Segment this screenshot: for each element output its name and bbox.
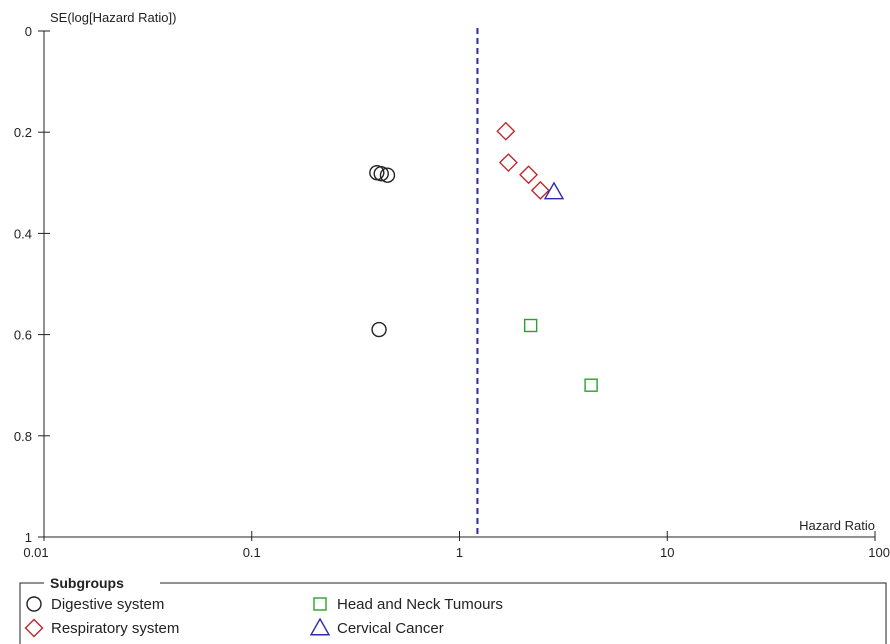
legend-title: Subgroups [50,575,124,591]
data-point-circle [373,165,389,182]
x-tick-label: 0.01 [23,545,48,560]
legend-label: Respiratory system [51,620,179,637]
x-tick-label: 0.1 [243,545,261,560]
y-tick-label: 0 [25,24,32,39]
data-point-square [584,378,598,392]
y-tick-label: 1 [25,530,32,545]
y-axis-label: SE(log[Hazard Ratio]) [50,10,176,25]
y-tick-label: 0.2 [14,125,32,140]
x-tick-label: 10 [660,545,674,560]
x-tick-label: 1 [456,545,463,560]
legend-frame [19,582,887,644]
x-axis-label: Hazard Ratio [799,518,875,533]
y-tick-label: 0.4 [14,226,32,241]
axes: 0 0.2 0.4 0.6 0.8 1 0.01 0.1 1 10 100 SE(log[Haza… [14,10,890,560]
data-point-diamond [496,121,516,141]
legend-label: Cervical Cancer [337,620,444,637]
legend-label: Head and Neck Tumours [337,596,503,613]
data-point-square [523,318,538,333]
y-tick-label: 0.8 [14,429,32,444]
data-point-triangle [543,181,565,200]
x-ticks: 0.01 0.1 1 10 100 [23,531,890,560]
legend-items: Digestive system Respiratory system Head a… [24,596,503,638]
y-tick-label: 0.6 [14,328,32,343]
y-ticks: 0 0.2 0.4 0.6 0.8 1 [14,24,50,545]
legend-marker-circle [26,596,42,612]
data-point-circle [379,167,396,183]
legend-marker-triangle [309,617,331,636]
x-tick-label: 100 [868,545,890,560]
legend-marker-square [313,597,327,611]
legend-marker-diamond [24,618,44,638]
data-points [369,121,598,392]
data-point-diamond [498,153,518,173]
legend-label: Digestive system [51,596,164,613]
data-point-diamond [530,180,550,200]
data-point-circle [371,321,387,338]
data-point-diamond [519,165,539,185]
legend: Subgroups Digestive system Respiratory sy… [19,575,887,644]
